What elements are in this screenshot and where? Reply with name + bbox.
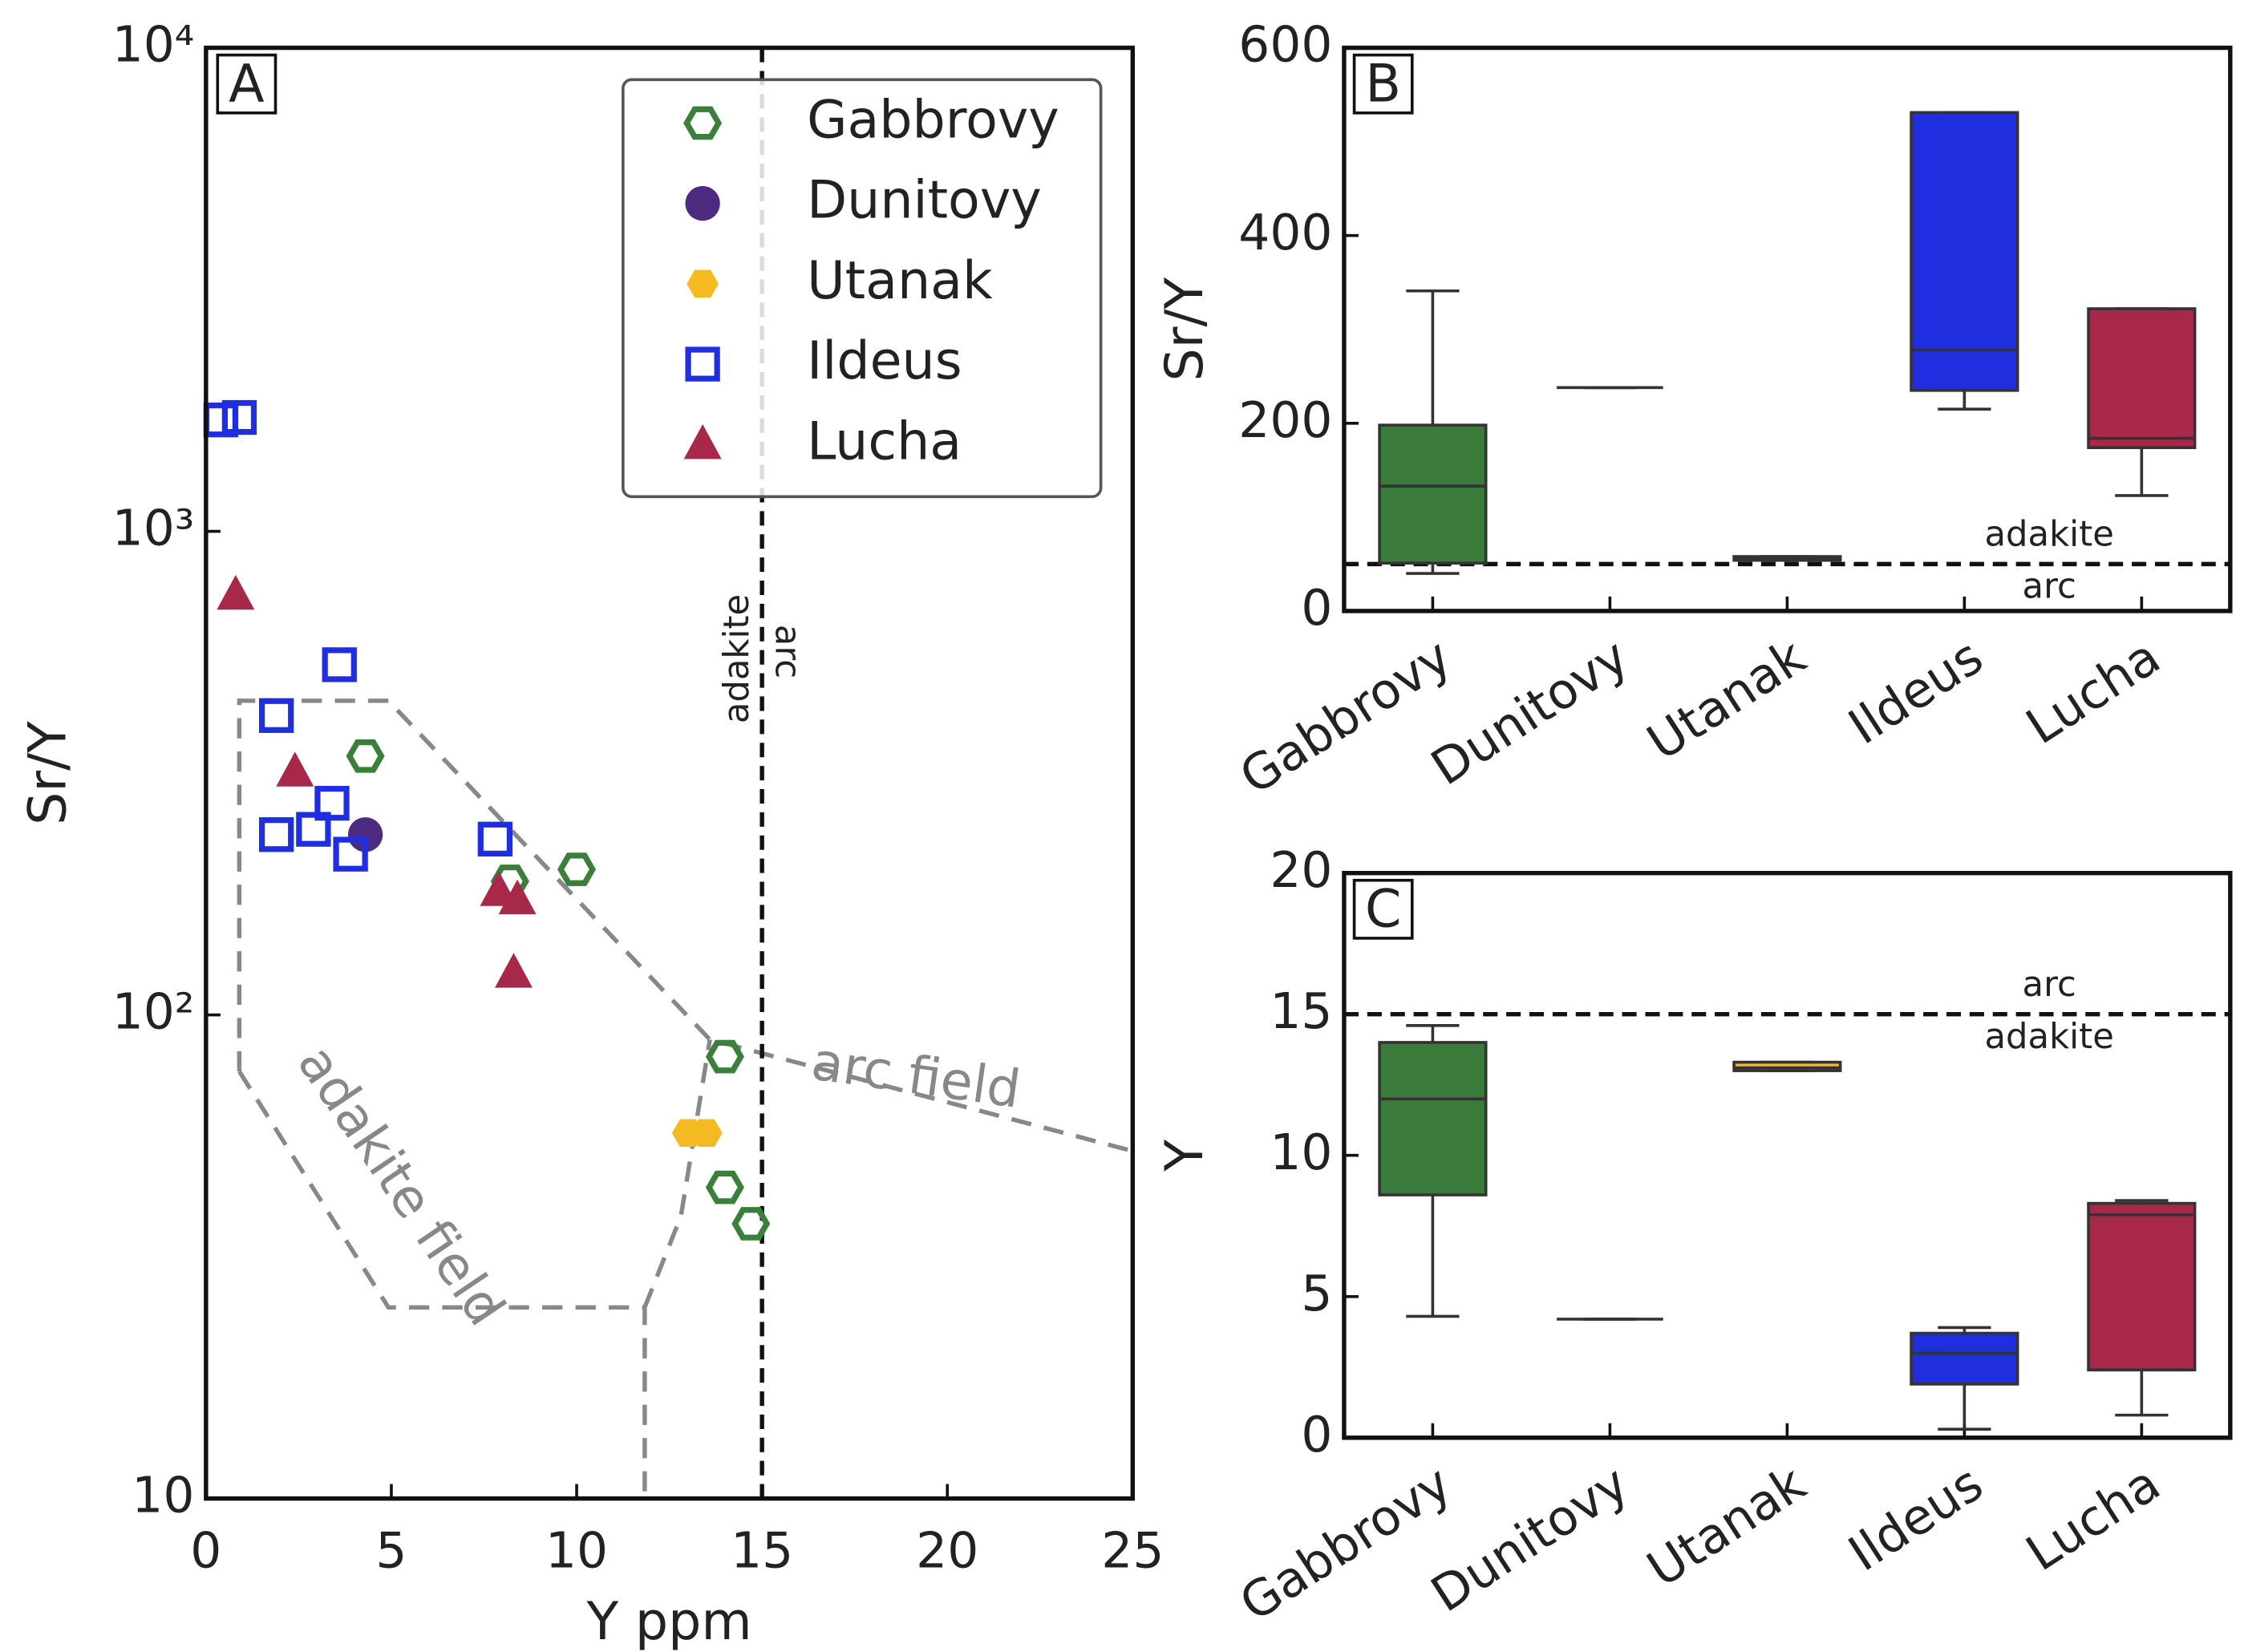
annotation: adakite [717,594,757,723]
adakite-field-outline [237,698,1134,1153]
y-tick-label: 15 [1270,983,1332,1040]
y-axis-label: Sr/Y [18,721,79,825]
marker [498,879,537,915]
marker [705,1039,744,1074]
x-tick-label: 0 [190,1522,221,1579]
panel-label-box [216,53,277,115]
y-tick-label: 200 [1238,392,1332,449]
marker [685,185,720,221]
x-tick-label: Dunitovy [1421,1455,1638,1623]
x-tick-label: 20 [916,1522,978,1579]
legend-label: Ildeus [807,331,962,391]
x-tick-label: 15 [731,1522,793,1579]
panel-label-box [1352,53,1414,115]
arc-field-divider [642,1039,712,1309]
plot-frame [1342,870,2233,1440]
marker [347,817,383,852]
annotation: arc [768,625,808,678]
x-tick-label: Lucha [2016,628,2170,755]
threshold-label: adakite [1984,515,2113,555]
y-axis-label: Sr/Y [1155,277,1215,382]
x-tick-label: Lucha [2016,1455,2170,1582]
y-tick-label: 10⁴ [112,17,195,74]
y-tick-label: 5 [1301,1265,1332,1322]
x-tick-label: Utanak [1638,628,1816,771]
field-boundaries [237,698,1134,1492]
plot-frame [204,45,1136,1501]
threshold-label: adakite [1984,1017,2113,1057]
y-tick-label: 10 [132,1468,194,1524]
x-tick-label: Utanak [1638,1455,1816,1598]
marker [346,739,385,773]
marker [296,812,331,847]
box [2087,307,2197,450]
panel-label: A [229,54,264,114]
legend-label: Dunitovy [807,171,1042,231]
box [1378,1041,1488,1196]
threshold-label: arc [2023,567,2076,607]
x-tick-label: 10 [545,1522,608,1579]
y-tick-label: 400 [1238,204,1332,261]
plot-frame [1342,45,2233,613]
y-tick-label: 10 [1270,1124,1332,1181]
annotation: adakite field [286,1035,516,1337]
marker [687,269,719,298]
legend-box [622,78,1103,499]
panel-label: B [1365,54,1401,114]
marker [221,399,257,435]
x-tick-label: Gabbrovy [1230,1455,1461,1632]
box [1910,1331,2019,1386]
annotation: arc field [808,1031,1024,1120]
marker [685,346,720,382]
marker [276,751,314,787]
x-tick-label: Gabbrovy [1230,628,1461,805]
x-tick-label: 5 [375,1522,407,1579]
marker [495,953,533,988]
marker [683,106,723,140]
y-tick-label: 20 [1270,842,1332,899]
y-axis-label: Y [1155,1140,1215,1172]
y-tick-label: 0 [1301,580,1332,637]
marker [477,821,513,857]
legend-label: Gabbrovy [807,91,1059,151]
x-tick-label: Dunitovy [1421,628,1638,796]
box [2087,1201,2197,1372]
legend-label: Utanak [807,251,993,311]
threshold-label: arc [2023,965,2076,1005]
marker [705,1170,744,1205]
panel-label: C [1365,879,1401,939]
y-tick-label: 600 [1238,17,1332,74]
adakite-field-lower [237,1070,647,1492]
x-tick-label: Ildeus [1839,1455,1993,1582]
panel-label-box [1352,878,1414,940]
box [1910,111,2019,392]
x-axis-label: Y ppm [586,1592,752,1652]
x-tick-label: 25 [1101,1522,1164,1579]
y-tick-label: 10² [112,984,195,1041]
marker [731,1207,771,1241]
marker [322,647,357,682]
box [1378,423,1488,565]
marker [259,817,294,852]
marker [683,423,722,460]
marker [557,852,597,886]
marker [217,574,255,610]
marker [333,836,368,872]
marker [690,1119,723,1148]
marker [314,785,350,821]
legend-label: Lucha [807,411,962,472]
marker [259,698,294,733]
y-tick-label: 0 [1301,1407,1332,1464]
x-tick-label: Ildeus [1839,628,1993,755]
y-tick-label: 10³ [112,500,195,557]
